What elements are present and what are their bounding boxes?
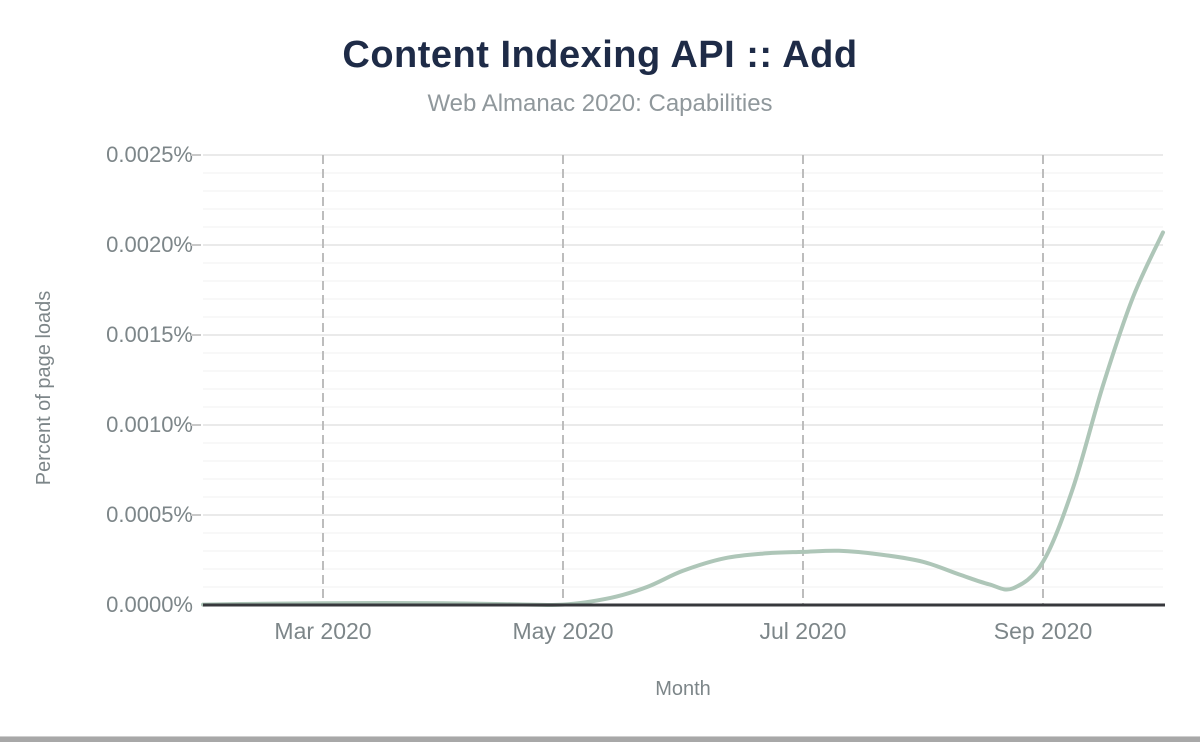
series-line	[201, 230, 1165, 608]
y-tick-label: 0.0005%	[106, 502, 193, 527]
y-tick-label: 0.0025%	[106, 142, 193, 167]
x-axis-title: Month	[655, 678, 711, 700]
horizontal-scrollbar[interactable]	[0, 736, 1200, 742]
chart-subtitle: Web Almanac 2020: Capabilities	[427, 90, 773, 117]
y-tick-label: 0.0015%	[106, 322, 193, 347]
y-tick-label: 0.0000%	[106, 592, 193, 617]
plot-area	[191, 154, 1165, 608]
chart-title: Content Indexing API :: Add	[342, 34, 858, 76]
x-tick-label: May 2020	[512, 618, 614, 644]
x-tick-label: Jul 2020	[759, 618, 847, 644]
x-tick-label: Mar 2020	[274, 618, 372, 644]
y-tick-label: 0.0020%	[106, 232, 193, 257]
y-axis-title: Percent of page loads	[33, 290, 55, 486]
x-tick-label: Sep 2020	[993, 618, 1093, 644]
y-tick-label: 0.0010%	[106, 412, 193, 437]
